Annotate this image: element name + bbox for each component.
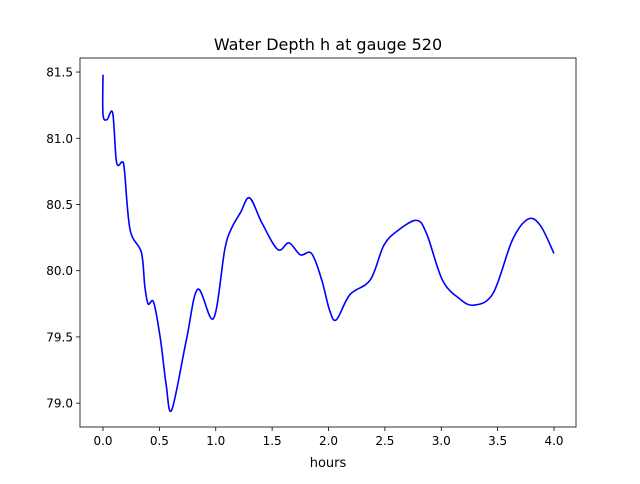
y-tick-label: 81.0 — [46, 132, 73, 146]
y-tick-label: 79.0 — [46, 397, 73, 411]
y-tick-label: 80.0 — [46, 264, 73, 278]
y-tick-label: 80.5 — [46, 198, 73, 212]
series-line-h — [101, 74, 555, 413]
x-tick-label: 1.5 — [263, 434, 282, 448]
x-tick-label: 2.0 — [319, 434, 338, 448]
x-tick-label: 0.0 — [93, 434, 112, 448]
x-tick-label: 3.5 — [488, 434, 507, 448]
x-tick-label: 3.0 — [432, 434, 451, 448]
x-tick-label: 1.0 — [206, 434, 225, 448]
y-tick-label: 81.5 — [46, 66, 73, 80]
x-axis-label: hours — [310, 456, 347, 471]
x-tick-label: 2.5 — [375, 434, 394, 448]
chart-title: Water Depth h at gauge 520 — [214, 35, 442, 54]
axes-frame — [79, 57, 577, 428]
y-tick-label: 79.5 — [46, 330, 73, 344]
x-tick-label: 4.0 — [544, 434, 563, 448]
plot-area: 0.0 0.5 1.0 1.5 2.0 2.5 3.0 3.5 4.0 79.0 79.5 80.0 8… — [46, 57, 577, 448]
x-tick-label: 0.5 — [150, 434, 169, 448]
